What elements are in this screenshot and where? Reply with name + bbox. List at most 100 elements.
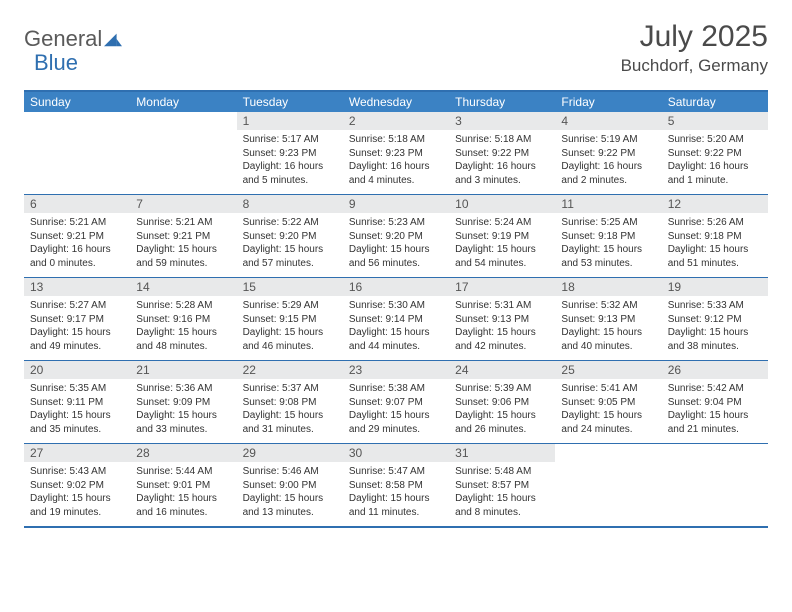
day-number [662,444,768,462]
sunset-text: Sunset: 9:20 PM [349,230,443,244]
day-cell: 6Sunrise: 5:21 AMSunset: 9:21 PMDaylight… [24,195,130,277]
day-cell: 27Sunrise: 5:43 AMSunset: 9:02 PMDayligh… [24,444,130,526]
week-row: 20Sunrise: 5:35 AMSunset: 9:11 PMDayligh… [24,360,768,443]
sunset-text: Sunset: 9:13 PM [561,313,655,327]
daylight-text: Daylight: 15 hours and 16 minutes. [136,492,230,519]
sunrise-text: Sunrise: 5:31 AM [455,299,549,313]
day-cell: 2Sunrise: 5:18 AMSunset: 9:23 PMDaylight… [343,112,449,194]
day-details: Sunrise: 5:31 AMSunset: 9:13 PMDaylight:… [449,296,555,357]
sunset-text: Sunset: 9:18 PM [561,230,655,244]
day-cell: 14 Sunrise: 5:28 AMSunset: 9:16 PMDayligh… [130,278,236,360]
sunset-text: Sunset: 9:19 PM [455,230,549,244]
header: General July 2025 Buchdorf, Germany [24,20,768,76]
day-number: 24 [449,361,555,379]
daylight-text: Daylight: 15 hours and 38 minutes. [668,326,762,353]
day-cell: 30Sunrise: 5:47 AMSunset: 8:58 PMDayligh… [343,444,449,526]
sunset-text: Sunset: 9:07 PM [349,396,443,410]
day-cell [24,112,130,194]
sunrise-text: Sunrise: 5:48 AM [455,465,549,479]
day-details: Sunrise: 5:48 AMSunset: 8:57 PMDaylight:… [449,462,555,523]
day-details: Sunrise: 5:41 AMSunset: 9:05 PMDaylight:… [555,379,661,440]
sunset-text: Sunset: 9:20 PM [243,230,337,244]
day-cell: 5Sunrise: 5:20 AMSunset: 9:22 PMDaylight… [662,112,768,194]
sunrise-text: Sunrise: 5:35 AM [30,382,124,396]
day-details: Sunrise: 5:46 AMSunset: 9:00 PMDaylight:… [237,462,343,523]
day-number: 19 [662,278,768,296]
sunrise-text: Sunrise: 5:25 AM [561,216,655,230]
daylight-text: Daylight: 16 hours and 0 minutes. [30,243,124,270]
week-row: 6Sunrise: 5:21 AMSunset: 9:21 PMDaylight… [24,194,768,277]
day-number: 17 [449,278,555,296]
day-details: Sunrise: 5:42 AMSunset: 9:04 PMDaylight:… [662,379,768,440]
daylight-text: Daylight: 15 hours and 57 minutes. [243,243,337,270]
daylight-text: Daylight: 15 hours and 19 minutes. [30,492,124,519]
sunrise-text: Sunrise: 5:19 AM [561,133,655,147]
day-header-cell: Thursday [449,92,555,112]
day-cell: 28Sunrise: 5:44 AMSunset: 9:01 PMDayligh… [130,444,236,526]
month-title: July 2025 [621,20,768,54]
day-details: Sunrise: 5:23 AMSunset: 9:20 PMDaylight:… [343,213,449,274]
sunset-text: Sunset: 8:58 PM [349,479,443,493]
day-cell: 7Sunrise: 5:21 AMSunset: 9:21 PMDaylight… [130,195,236,277]
day-details: Sunrise: 5:33 AMSunset: 9:12 PMDaylight:… [662,296,768,357]
sunrise-text: Sunrise: 5:44 AM [136,465,230,479]
day-details: Sunrise: 5:20 AMSunset: 9:22 PMDaylight:… [662,130,768,191]
sunrise-text: Sunrise: 5:28 AM [136,299,230,313]
daylight-text: Daylight: 15 hours and 21 minutes. [668,409,762,436]
sunrise-text: Sunrise: 5:27 AM [30,299,124,313]
day-details: Sunrise: 5:22 AMSunset: 9:20 PMDaylight:… [237,213,343,274]
day-details: Sunrise: 5:37 AMSunset: 9:08 PMDaylight:… [237,379,343,440]
day-number: 5 [662,112,768,130]
daylight-text: Daylight: 15 hours and 48 minutes. [136,326,230,353]
day-number [555,444,661,462]
day-details: Sunrise: 5:26 AMSunset: 9:18 PMDaylight:… [662,213,768,274]
day-number: 1 [237,112,343,130]
day-details: Sunrise: 5:27 AMSunset: 9:17 PMDaylight:… [24,296,130,357]
day-header-row: SundayMondayTuesdayWednesdayThursdayFrid… [24,92,768,112]
day-number: 26 [662,361,768,379]
sunrise-text: Sunrise: 5:33 AM [668,299,762,313]
day-details: Sunrise: 5:32 AMSunset: 9:13 PMDaylight:… [555,296,661,357]
day-cell: 26Sunrise: 5:42 AMSunset: 9:04 PMDayligh… [662,361,768,443]
sunrise-text: Sunrise: 5:20 AM [668,133,762,147]
day-details: Sunrise: 5:17 AMSunset: 9:23 PMDaylight:… [237,130,343,191]
sunset-text: Sunset: 9:22 PM [455,147,549,161]
sunset-text: Sunset: 9:22 PM [561,147,655,161]
day-number: 16 [343,278,449,296]
day-number: 15 [237,278,343,296]
day-number [24,112,130,130]
daylight-text: Daylight: 15 hours and 42 minutes. [455,326,549,353]
day-details: Sunrise: 5:39 AMSunset: 9:06 PMDaylight:… [449,379,555,440]
day-cell: 16Sunrise: 5:30 AMSunset: 9:14 PMDayligh… [343,278,449,360]
week-row: 1Sunrise: 5:17 AMSunset: 9:23 PMDaylight… [24,112,768,194]
calendar: SundayMondayTuesdayWednesdayThursdayFrid… [24,90,768,528]
day-details: Sunrise: 5:25 AMSunset: 9:18 PMDaylight:… [555,213,661,274]
sunset-text: Sunset: 9:16 PM [136,313,230,327]
daylight-text: Daylight: 15 hours and 46 minutes. [243,326,337,353]
daylight-text: Daylight: 15 hours and 54 minutes. [455,243,549,270]
sunrise-text: Sunrise: 5:24 AM [455,216,549,230]
daylight-text: Daylight: 15 hours and 49 minutes. [30,326,124,353]
day-header-cell: Friday [555,92,661,112]
sunset-text: Sunset: 9:22 PM [668,147,762,161]
daylight-text: Daylight: 15 hours and 53 minutes. [561,243,655,270]
day-number: 8 [237,195,343,213]
sunrise-text: Sunrise: 5:32 AM [561,299,655,313]
day-details: Sunrise: 5:44 AMSunset: 9:01 PMDaylight:… [130,462,236,523]
daylight-text: Daylight: 15 hours and 24 minutes. [561,409,655,436]
daylight-text: Daylight: 15 hours and 35 minutes. [30,409,124,436]
day-details: Sunrise: 5:47 AMSunset: 8:58 PMDaylight:… [343,462,449,523]
sunset-text: Sunset: 9:23 PM [349,147,443,161]
day-number: 12 [662,195,768,213]
title-block: July 2025 Buchdorf, Germany [621,20,768,76]
sunset-text: Sunset: 9:21 PM [136,230,230,244]
sunrise-text: Sunrise: 5:29 AM [243,299,337,313]
sunrise-text: Sunrise: 5:47 AM [349,465,443,479]
sunrise-text: Sunrise: 5:38 AM [349,382,443,396]
day-number: 9 [343,195,449,213]
day-number: 14 [130,278,236,296]
sunrise-text: Sunrise: 5:26 AM [668,216,762,230]
daylight-text: Daylight: 15 hours and 8 minutes. [455,492,549,519]
sunrise-text: Sunrise: 5:30 AM [349,299,443,313]
logo-triangle-icon [104,31,122,47]
